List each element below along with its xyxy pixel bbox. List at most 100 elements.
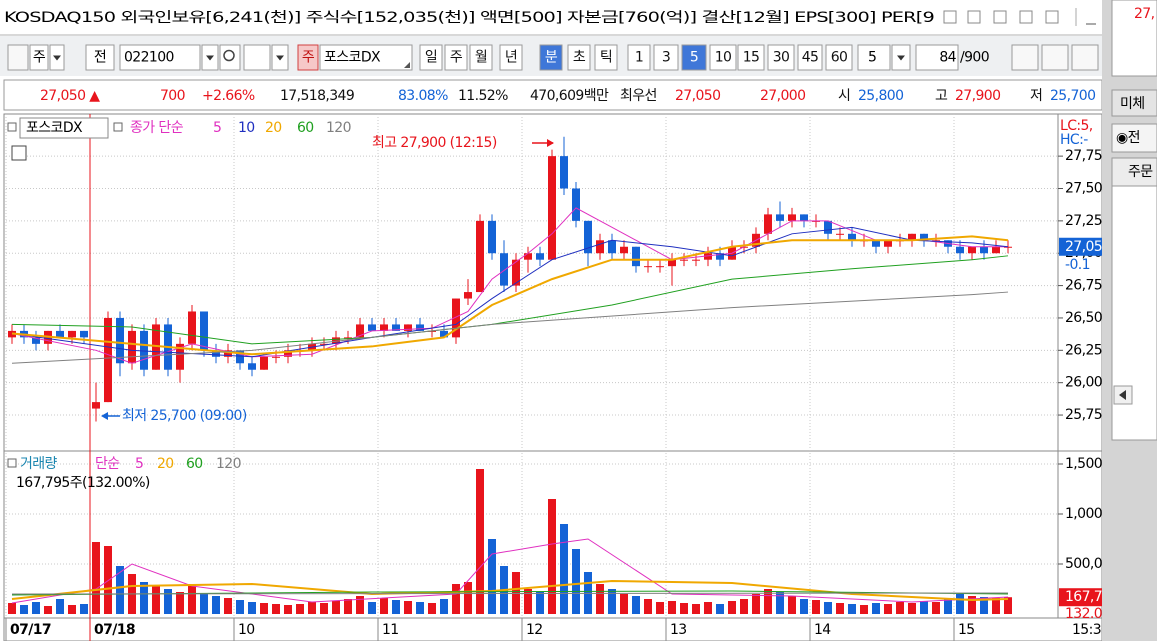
period: 분 [545, 50, 558, 66]
candle-body [680, 259, 688, 261]
count-box[interactable] [915, 44, 959, 71]
volume-bar [248, 602, 256, 614]
candle-body [512, 259, 520, 286]
quote-value: 최우선 [620, 88, 657, 104]
quote-value: 25,700 [1050, 88, 1095, 104]
volume-bar [440, 599, 448, 614]
window-icon[interactable] [993, 10, 1007, 24]
market-button[interactable] [29, 44, 49, 71]
volume-bar [944, 599, 952, 614]
volume-bar [860, 605, 868, 614]
y-tick-label: 1,000K [1065, 506, 1112, 522]
legend-icon [7, 122, 17, 132]
interval: 10 [715, 50, 732, 66]
layout-button[interactable] [7, 44, 29, 71]
market: 주 [33, 50, 46, 66]
interval-button[interactable] [767, 44, 795, 71]
tool-button[interactable] [1011, 44, 1039, 71]
volume-bar [368, 602, 376, 614]
window-icon[interactable] [1019, 10, 1033, 24]
badge[interactable] [297, 44, 319, 71]
side-price: 27, [1134, 6, 1155, 22]
x-tick-label: 11 [382, 622, 399, 638]
code-input[interactable] [119, 44, 201, 71]
period-button[interactable] [539, 44, 563, 71]
candle-body [368, 324, 376, 331]
legend-entry: 5 [213, 120, 221, 136]
moving-average [11, 538, 1009, 604]
y-tick-label: 25,750 [1065, 407, 1110, 423]
volume-bar [716, 604, 724, 614]
window-icon[interactable] [967, 10, 981, 24]
unit-box[interactable] [857, 44, 891, 71]
candle-body [356, 324, 364, 338]
candle-body [188, 311, 196, 344]
candle-body [668, 259, 676, 267]
interval: 5 [690, 50, 698, 66]
corner-mark [404, 62, 410, 68]
volume-bar [356, 596, 364, 614]
unit: 5 [868, 50, 876, 66]
quote-row [3, 79, 1103, 111]
mode-button[interactable] [85, 44, 115, 71]
interval-button[interactable] [709, 44, 737, 71]
period-button[interactable] [444, 44, 468, 71]
interval-button[interactable] [825, 44, 853, 71]
tool-button[interactable] [1041, 44, 1069, 71]
candle-body [956, 246, 964, 254]
interval-button[interactable] [627, 44, 651, 71]
period: 일 [425, 50, 437, 66]
interval-button[interactable] [681, 44, 707, 71]
volume-bar [824, 602, 832, 614]
candle-body [248, 363, 256, 370]
mode: 전 [94, 50, 106, 66]
side-radio-box[interactable] [1111, 123, 1157, 153]
window-icon[interactable] [1045, 10, 1059, 24]
candle-body [776, 214, 784, 221]
table-icon[interactable] [11, 145, 27, 161]
candle-body [548, 156, 556, 260]
volume-bar [644, 599, 652, 614]
candle-body [692, 259, 700, 261]
volume-bar [524, 589, 532, 614]
period-button[interactable] [469, 44, 493, 71]
candle-body [176, 343, 184, 370]
period: 틱 [600, 50, 612, 66]
search-button[interactable] [219, 44, 241, 71]
candle-body [404, 324, 412, 331]
volume-bar [728, 601, 736, 614]
period-button[interactable] [499, 44, 523, 71]
candle-body [92, 402, 100, 409]
legend-title-box[interactable] [19, 117, 109, 139]
sound-button[interactable] [243, 44, 271, 71]
window-icon[interactable] [943, 10, 957, 24]
interval-button[interactable] [737, 44, 765, 71]
volume-bar [56, 599, 64, 614]
quote-value: 시 [838, 88, 850, 104]
last-volume-box [1059, 588, 1103, 607]
period-button[interactable] [419, 44, 443, 71]
interval-button[interactable] [653, 44, 679, 71]
moving-average [11, 226, 1009, 358]
y-tick-label: 26,000 [1065, 375, 1110, 391]
tool-button[interactable] [1071, 44, 1099, 71]
annotation-arrow [547, 139, 554, 147]
candle-body [116, 317, 124, 364]
volume-bar [896, 602, 904, 614]
volume-bar [800, 599, 808, 614]
x-tick-label: 13 [670, 622, 687, 638]
candle-body [920, 233, 928, 241]
side-tab[interactable] [1111, 89, 1157, 117]
interval-button[interactable] [797, 44, 823, 71]
period-button[interactable] [567, 44, 591, 71]
volume-bar [92, 542, 100, 614]
legend-entry: 60 [297, 120, 314, 136]
volume-bar [548, 499, 556, 614]
last-price-box [1059, 237, 1103, 256]
name-box[interactable] [319, 44, 413, 71]
volume-summary: 167,795주(132.00%) [16, 475, 150, 491]
volume-bar [1004, 597, 1012, 614]
volume-bar [596, 584, 604, 614]
candle-body [584, 220, 592, 254]
period-button[interactable] [594, 44, 618, 71]
